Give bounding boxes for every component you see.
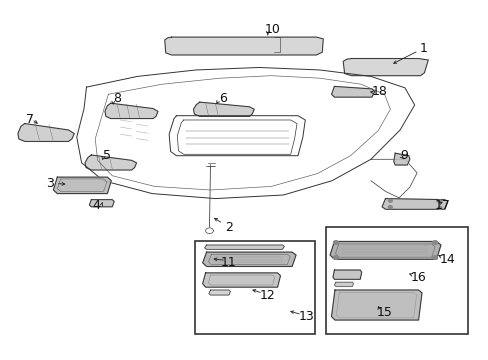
Polygon shape (202, 273, 280, 287)
Text: 3: 3 (46, 177, 54, 190)
Polygon shape (208, 290, 230, 295)
Text: 8: 8 (113, 92, 121, 105)
Polygon shape (343, 59, 427, 76)
Polygon shape (331, 86, 374, 97)
Polygon shape (85, 155, 136, 170)
Circle shape (387, 199, 391, 202)
Text: 1: 1 (419, 42, 427, 55)
Text: 5: 5 (103, 149, 111, 162)
Text: 15: 15 (376, 306, 392, 319)
Polygon shape (381, 199, 447, 209)
Text: 16: 16 (410, 271, 426, 284)
Circle shape (387, 206, 391, 208)
Polygon shape (164, 37, 323, 55)
Text: 17: 17 (434, 199, 450, 212)
Circle shape (437, 206, 441, 209)
Text: 7: 7 (25, 113, 34, 126)
Circle shape (432, 241, 437, 244)
Text: 12: 12 (260, 288, 275, 302)
Text: 13: 13 (298, 310, 314, 323)
Bar (325, 227, 467, 334)
Text: 6: 6 (218, 92, 226, 105)
Text: 11: 11 (221, 256, 236, 269)
Circle shape (432, 256, 437, 259)
Bar (195, 241, 314, 334)
Circle shape (333, 241, 338, 244)
Text: 4: 4 (92, 198, 100, 212)
Polygon shape (89, 200, 114, 207)
Polygon shape (18, 123, 74, 141)
Circle shape (333, 256, 338, 259)
Text: 14: 14 (439, 253, 455, 266)
Polygon shape (393, 153, 409, 165)
Circle shape (437, 200, 441, 203)
Text: 10: 10 (264, 23, 280, 36)
Polygon shape (334, 282, 353, 287)
Polygon shape (193, 102, 254, 116)
Polygon shape (332, 270, 361, 279)
Polygon shape (329, 242, 440, 259)
Polygon shape (53, 177, 111, 194)
Polygon shape (331, 290, 421, 320)
Polygon shape (204, 245, 284, 249)
Text: 9: 9 (399, 149, 407, 162)
Text: 18: 18 (371, 85, 387, 98)
Polygon shape (105, 103, 158, 118)
Text: 2: 2 (224, 221, 232, 234)
Polygon shape (202, 252, 295, 266)
